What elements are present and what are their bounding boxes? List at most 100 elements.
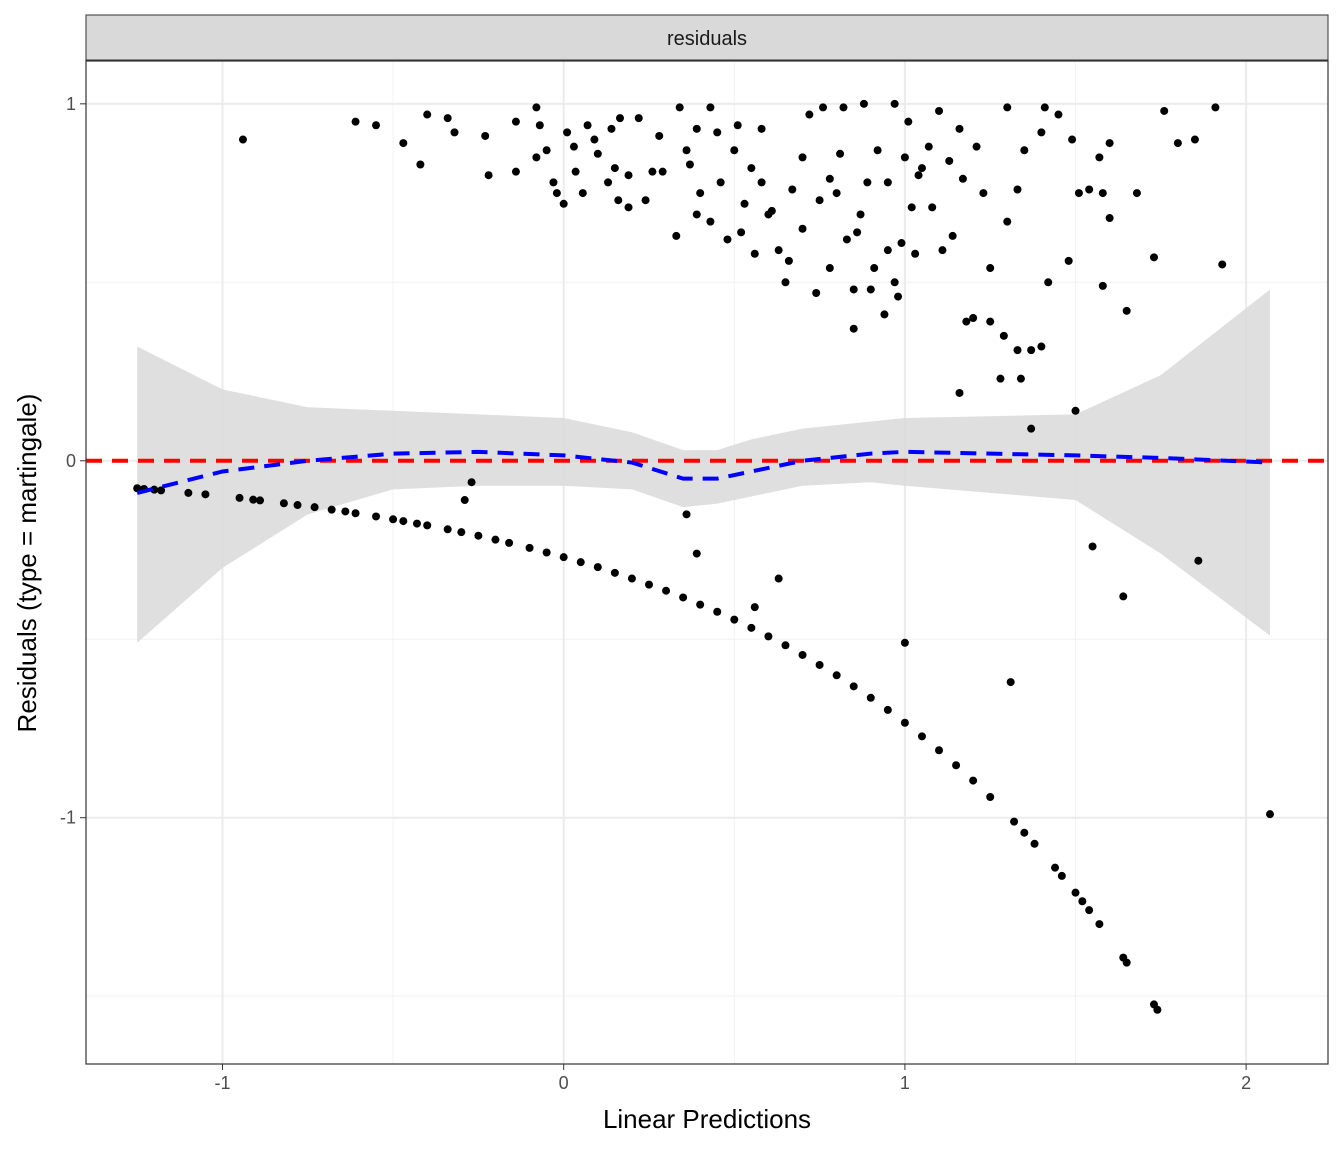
data-point <box>1016 374 1025 383</box>
data-point <box>825 174 834 183</box>
y-tick-label: 0 <box>66 451 76 471</box>
data-point <box>890 278 899 287</box>
data-point <box>1027 424 1036 433</box>
data-point <box>839 103 848 112</box>
data-point <box>996 374 1005 383</box>
data-point <box>474 531 483 540</box>
data-point <box>327 505 336 514</box>
data-point <box>511 167 520 176</box>
data-point <box>784 256 793 265</box>
data-point <box>423 521 432 530</box>
data-point <box>559 553 568 562</box>
data-point <box>979 189 988 198</box>
data-point <box>672 231 681 240</box>
data-point <box>917 164 926 173</box>
data-point <box>692 210 701 219</box>
data-point <box>1095 153 1104 162</box>
data-point <box>1088 542 1097 551</box>
data-point <box>443 525 452 534</box>
axis-ticks: -1 0 1 2 -1 0 1 <box>60 94 1251 1093</box>
data-point <box>1006 678 1015 687</box>
data-point <box>747 164 756 173</box>
data-point <box>279 499 288 508</box>
data-point <box>750 603 759 612</box>
data-point <box>682 510 691 519</box>
facet-strip <box>85 14 1329 61</box>
data-point <box>972 142 981 151</box>
data-point <box>747 623 756 632</box>
data-point <box>819 103 828 112</box>
data-point <box>866 285 875 294</box>
data-point <box>907 203 916 212</box>
data-point <box>894 292 903 301</box>
data-point <box>1095 920 1104 929</box>
data-point <box>542 146 551 155</box>
data-point <box>880 310 889 319</box>
smooth-fit-line <box>136 449 1271 495</box>
data-point <box>945 156 954 165</box>
data-point <box>986 264 995 273</box>
data-point <box>1054 110 1063 119</box>
data-point <box>958 174 967 183</box>
data-point <box>853 228 862 237</box>
data-point <box>1098 281 1107 290</box>
data-point <box>423 110 432 119</box>
data-point <box>938 246 947 255</box>
data-point <box>774 574 783 583</box>
data-point <box>249 495 258 504</box>
data-point <box>713 607 722 616</box>
data-point <box>706 217 715 226</box>
plot-panel-border <box>85 60 1329 1065</box>
data-point <box>856 210 865 219</box>
data-point <box>590 135 599 144</box>
data-point <box>1085 185 1094 194</box>
data-point <box>883 178 892 187</box>
data-point <box>900 153 909 162</box>
data-point <box>641 196 650 205</box>
data-point <box>935 106 944 115</box>
data-point <box>532 103 541 112</box>
data-point <box>235 493 244 502</box>
data-point <box>460 496 469 505</box>
data-point <box>1122 958 1131 967</box>
data-point <box>1085 906 1094 915</box>
data-point <box>542 548 551 557</box>
data-point <box>615 114 624 123</box>
data-point <box>730 615 739 624</box>
data-point <box>511 117 520 126</box>
data-point <box>389 515 398 524</box>
data-point <box>863 178 872 187</box>
confidence-band <box>137 289 1270 643</box>
data-point <box>1122 306 1131 315</box>
data-point <box>604 178 613 187</box>
data-point <box>757 124 766 133</box>
data-point <box>805 110 814 119</box>
data-point <box>491 535 500 544</box>
data-point <box>1071 406 1080 415</box>
data-point <box>900 638 909 647</box>
data-point <box>815 660 824 669</box>
data-point <box>706 103 715 112</box>
data-point <box>578 189 587 198</box>
data-point <box>1218 260 1227 269</box>
y-axis-title: Residuals (type = martingale) <box>12 394 42 733</box>
lines <box>86 449 1328 495</box>
data-point <box>450 128 459 137</box>
data-point <box>238 135 247 144</box>
y-tick-label: 1 <box>66 94 76 114</box>
data-point <box>1044 278 1053 287</box>
data-point <box>1027 346 1036 355</box>
data-point <box>532 153 541 162</box>
data-point <box>832 671 841 680</box>
data-point <box>1003 217 1012 226</box>
data-point <box>969 776 978 785</box>
data-point <box>815 196 824 205</box>
data-point <box>842 235 851 244</box>
data-point <box>836 149 845 158</box>
data-point <box>1119 592 1128 601</box>
data-point <box>832 189 841 198</box>
data-point <box>730 146 739 155</box>
data-point <box>873 146 882 155</box>
data-point <box>798 650 807 659</box>
data-point <box>443 114 452 123</box>
